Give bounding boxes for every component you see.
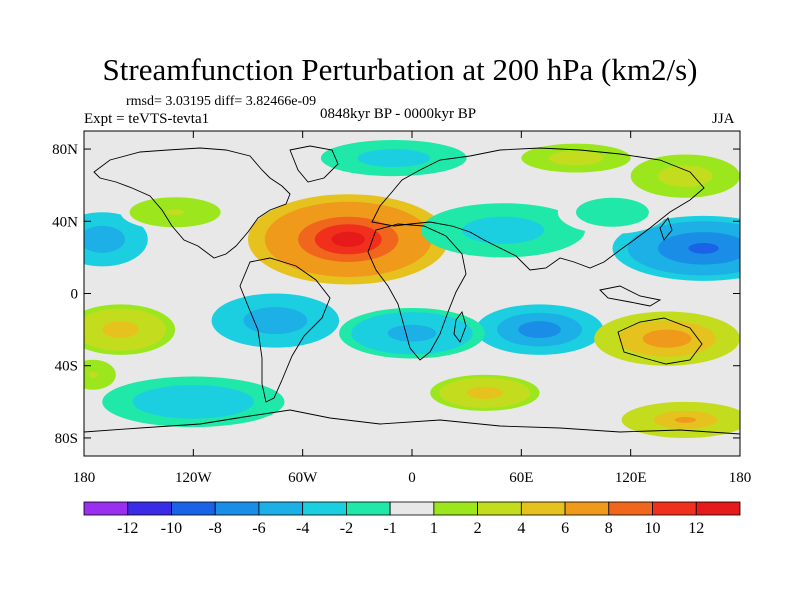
field-contour [381,155,406,162]
stats-line: rmsd= 3.03195 diff= 3.82466e-09 [126,94,317,109]
field-region [84,356,121,393]
coast-eurasia [371,147,705,271]
colorbar-swatch [83,501,129,516]
coast-africa [367,223,467,361]
colorbar-label: 1 [430,520,438,537]
colorbar-swatch [302,501,347,516]
coastline-layer [84,145,740,435]
field-contour [603,208,622,216]
x-tick-label: 60E [509,470,533,486]
x-tick-label: 60W [288,470,318,486]
y-tick-label: 40N [52,214,78,230]
colorbar-swatch [171,501,216,516]
colorbar-swatch [389,501,435,516]
field-contour [88,371,98,378]
field-contour [166,209,185,216]
colorbar-swatch [520,501,566,516]
coast-north-america [93,147,291,259]
colorbar-swatch [258,501,304,516]
colorbar-swatch [214,501,260,516]
field-contour [676,172,695,180]
colorbar-label: 6 [561,520,569,537]
field-contour [178,397,209,407]
coast-australia [617,317,703,365]
colorbar-swatch [433,501,479,516]
field-region [557,190,668,234]
colorbar-label: 12 [688,520,704,537]
field-contour [489,225,517,235]
colorbar: -12 -10 -8 -6 -4 -2 -1 1 2 4 6 8 10 12 [83,501,741,537]
field-region [421,203,586,258]
axes-layer: 180 120W 60W 0 60E 120E 180 80N 40N 0 40S 80S [52,131,751,486]
x-tick-label: 120W [175,470,213,486]
y-tick-label: 0 [71,287,79,303]
y-tick-label: 80N [52,142,78,158]
field-region [84,212,148,267]
field-region [248,194,449,285]
experiment-label: Expt = teVTS-tevta1 [84,111,210,127]
colorbar-swatch [652,501,697,516]
colorbar-swatch [477,501,522,516]
field-contour [475,389,494,396]
colorbar-label: -1 [383,520,396,537]
x-tick-label: 180 [729,470,752,486]
field-region [320,140,467,177]
colorbar-label: 4 [517,520,525,537]
field-contour [399,329,425,338]
coast-south-america [239,257,331,403]
colorbar-swatch [564,501,610,516]
x-tick-label: 120E [615,470,647,486]
field-contour [264,316,286,326]
season-label: JJA [712,111,735,127]
colorbar-label: 8 [605,520,613,537]
field-contour [674,416,696,423]
colorbar-label: 10 [645,520,661,537]
field-contour [111,325,130,334]
colorbar-swatch [127,501,172,516]
colorbar-label: -12 [117,520,138,537]
coast-madagascar [453,311,467,343]
x-tick-label: 0 [408,470,416,486]
field-contour [654,334,680,344]
coast-indonesia [599,285,662,307]
colorbar-label: -10 [161,520,182,537]
field-region [120,194,230,231]
field-region [594,311,740,366]
field-contour [331,231,365,247]
field-region [630,154,740,198]
coast-antarctica [84,409,740,435]
field-region [339,307,485,359]
y-tick-label: 40S [55,359,78,375]
field-region [430,374,540,411]
field-region [475,304,604,355]
coast-japan [659,217,673,241]
field-region [102,376,285,428]
field-layer [84,140,740,438]
field-contour [566,155,586,161]
period-label: 0848kyr BP - 0000kyr BP [320,106,477,122]
chart-title: Streamfunction Perturbation at 200 hPa (… [102,52,698,87]
colorbar-label: -4 [296,520,309,537]
colorbar-swatch [608,501,653,516]
field-region [84,304,176,355]
colorbar-label: 2 [474,520,482,537]
y-tick-label: 80S [55,431,78,447]
field-contour [94,234,110,244]
x-tick-label: 180 [73,470,96,486]
colorbar-label: -2 [340,520,353,537]
coast-greenland [289,145,339,183]
field-region [211,293,340,348]
colorbar-label: -8 [209,520,222,537]
colorbar-swatch [345,501,391,516]
colorbar-swatch [695,501,741,516]
colorbar-label: -6 [252,520,265,537]
field-contour [688,242,719,254]
field-contour [528,325,551,334]
field-region [621,401,740,438]
